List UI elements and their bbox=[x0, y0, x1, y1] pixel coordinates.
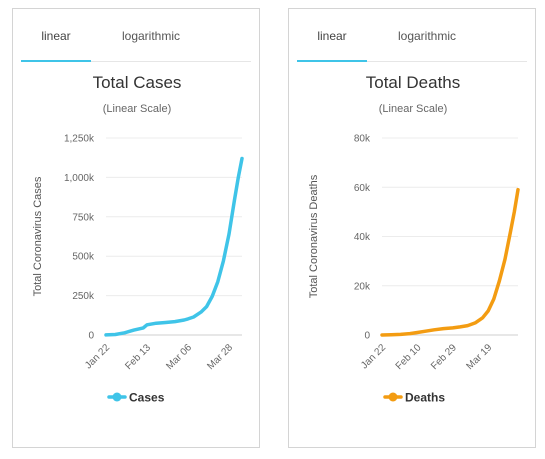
y-tick-label: 80k bbox=[354, 134, 371, 145]
scale-tabs: linear logarithmic bbox=[297, 21, 527, 62]
x-tick-label: Mar 06 bbox=[164, 342, 194, 372]
deaths-chart: Total Deaths (Linear Scale) 0 20k 40k 60k 80k T… bbox=[308, 73, 520, 405]
legend-swatch-marker bbox=[112, 392, 122, 402]
chart-title: Total Deaths bbox=[366, 73, 461, 92]
tab-logarithmic[interactable]: logarithmic bbox=[121, 29, 181, 43]
y-axis-label: Total Coronavirus Deaths bbox=[308, 174, 320, 298]
y-tick-label: 500k bbox=[72, 252, 95, 263]
legend-label: Deaths bbox=[405, 391, 445, 405]
x-tick-label: Jan 22 bbox=[359, 342, 388, 371]
y-tick-label: 1,000k bbox=[64, 173, 95, 184]
x-tick-label: Jan 22 bbox=[83, 342, 112, 371]
legend-label: Cases bbox=[129, 391, 165, 405]
y-tick-label: 20k bbox=[354, 281, 371, 292]
scale-tabs: linear logarithmic bbox=[21, 21, 251, 62]
y-tick-label: 0 bbox=[88, 331, 94, 342]
deaths-panel: linear logarithmic Total Deaths (Linear S… bbox=[288, 8, 536, 448]
y-tick-label: 0 bbox=[364, 331, 370, 342]
tab-linear[interactable]: linear bbox=[21, 21, 91, 62]
x-tick-label: Mar 28 bbox=[205, 342, 235, 372]
y-tick-label: 1,250k bbox=[64, 134, 95, 145]
x-tick-label: Mar 19 bbox=[465, 342, 495, 372]
legend-swatch-marker bbox=[388, 392, 398, 402]
x-tick-label: Feb 10 bbox=[394, 342, 424, 372]
series-line bbox=[104, 156, 244, 337]
y-tick-label: 250k bbox=[72, 291, 95, 302]
cases-panel: linear logarithmic Total Cases (Linear Sc… bbox=[12, 8, 260, 448]
y-axis-label: Total Coronavirus Cases bbox=[32, 176, 44, 296]
cases-chart: Total Cases (Linear Scale) 0 250k 500k 750k 1,… bbox=[32, 73, 244, 405]
tab-linear[interactable]: linear bbox=[297, 21, 367, 62]
tab-logarithmic[interactable]: logarithmic bbox=[397, 29, 457, 43]
chart-subtitle: (Linear Scale) bbox=[379, 103, 447, 115]
y-tick-label: 60k bbox=[354, 183, 371, 194]
y-tick-label: 40k bbox=[354, 232, 371, 243]
chart-subtitle: (Linear Scale) bbox=[103, 103, 171, 115]
y-tick-label: 750k bbox=[72, 212, 95, 223]
chart-title: Total Cases bbox=[93, 73, 182, 92]
x-tick-label: Feb 13 bbox=[123, 342, 153, 372]
x-tick-label: Feb 29 bbox=[429, 342, 459, 372]
series-line bbox=[380, 187, 520, 337]
